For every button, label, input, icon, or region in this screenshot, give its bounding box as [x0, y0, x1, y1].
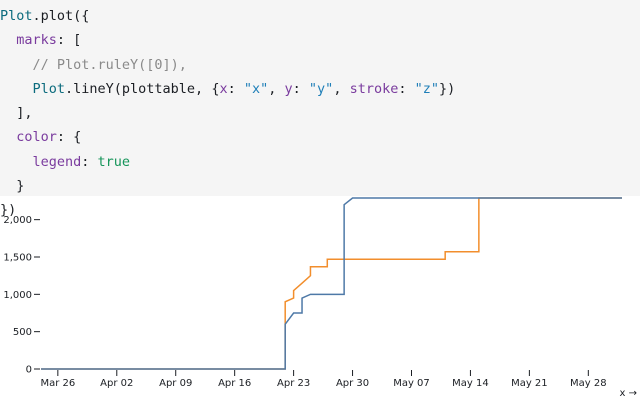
- code-token: marks: [16, 32, 57, 49]
- code-comment: // Plot.ruleY([0]),: [32, 56, 187, 73]
- y-tick-label: 1,000: [3, 290, 32, 301]
- x-tick-label: Apr 09: [159, 378, 192, 389]
- code-line: }: [0, 174, 640, 198]
- code-token: Plot: [0, 8, 33, 24]
- code-token: "y": [308, 80, 334, 97]
- x-tick-label: May 21: [511, 378, 548, 389]
- code-token: Plot: [32, 80, 66, 97]
- x-tick-label: Apr 16: [218, 378, 251, 389]
- x-tick-label: May 14: [452, 378, 489, 389]
- code-token: .lineY(plottable, {: [65, 80, 220, 97]
- code-line: }): [0, 198, 640, 222]
- series-line: [41, 197, 622, 370]
- code-token: y: [284, 80, 293, 97]
- code-line: marks: [: [0, 28, 640, 52]
- x-tick-label: Mar 26: [40, 378, 75, 389]
- chart: x → 0 500 1,000 1,500 2,000 Mar 26 Apr 02 Apr 0…: [3, 197, 637, 399]
- x-axis-label: x →: [620, 388, 637, 399]
- code-line: ],: [0, 101, 640, 125]
- series-line: [41, 197, 622, 370]
- code-token: :: [227, 80, 244, 97]
- code-token: :: [398, 80, 415, 97]
- code-token: : {: [56, 129, 82, 146]
- code-line: Plot.lineY(plottable, {x: "x", y: "y", s…: [0, 77, 640, 101]
- code-token: stroke: [349, 80, 399, 97]
- code-token: ,: [333, 80, 350, 97]
- code-line: color: {: [0, 125, 640, 149]
- code-token: "x": [243, 80, 269, 97]
- y-tick-label: 0: [26, 365, 32, 376]
- code-token: : [: [56, 32, 82, 49]
- code-token: true: [97, 153, 131, 170]
- code-token: }): [0, 202, 17, 219]
- code-line: Plot.plot({: [0, 4, 640, 28]
- y-tick-label: 1,500: [3, 252, 32, 263]
- y-tick-label: 500: [13, 327, 32, 338]
- y-tick-label: 2,000: [3, 215, 32, 226]
- code-token: x: [219, 80, 228, 97]
- x-tick-label: May 07: [393, 378, 430, 389]
- code-token: :: [81, 153, 98, 170]
- code-cell: Plot.plot({ marks: [ // Plot.ruleY([0]),…: [0, 0, 640, 218]
- code-token: ],: [16, 105, 33, 122]
- code-token: }: [16, 178, 25, 195]
- x-tick-label: May 28: [570, 378, 607, 389]
- code-token: color: [16, 129, 57, 146]
- x-tick-label: Apr 23: [277, 378, 310, 389]
- code-token: legend: [32, 153, 82, 170]
- code-token: :: [292, 80, 309, 97]
- code-line: legend: true: [0, 150, 640, 174]
- x-tick-label: Apr 30: [336, 378, 369, 389]
- code-token: .plot({: [32, 8, 90, 24]
- code-line: // Plot.ruleY([0]),: [0, 53, 640, 77]
- x-tick-label: Apr 02: [100, 378, 133, 389]
- code-token: "z": [414, 80, 440, 97]
- code-token: }): [439, 80, 456, 97]
- code-token: ,: [268, 80, 285, 97]
